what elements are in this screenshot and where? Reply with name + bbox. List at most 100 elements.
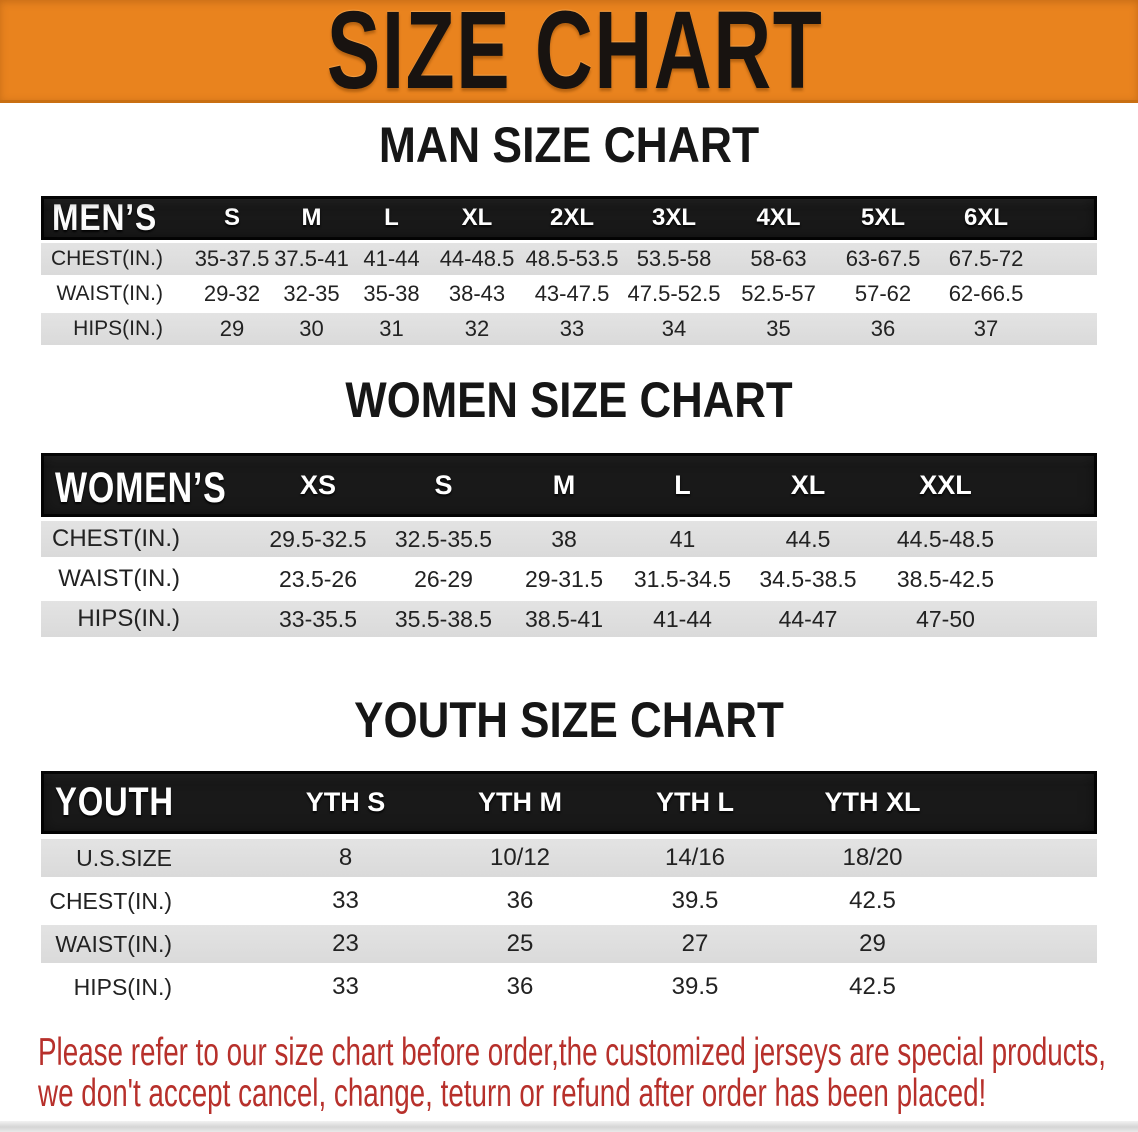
- size-value-cell: 41-44: [351, 243, 432, 275]
- size-value-cell: 47.5-52.5: [622, 278, 726, 310]
- size-value-cell: 27: [607, 925, 783, 963]
- size-value-cell: 53.5-58: [622, 243, 726, 275]
- banner-title: SIZE CHART: [326, 0, 824, 112]
- size-value-cell: 33-35.5: [254, 601, 382, 637]
- table-row: HIPS(IN.) 33-35.5 35.5-38.5 38.5-41 41-44 44-…: [41, 601, 1097, 637]
- table-row: CHEST(IN.) 35-37.5 37.5-41 41-44 44-48.5 48.5…: [41, 243, 1097, 275]
- size-value-cell: 26-29: [382, 561, 505, 597]
- size-value-cell: 35-38: [351, 278, 432, 310]
- size-value-cell: 67.5-72: [935, 243, 1097, 275]
- size-value-cell: 44-47: [742, 601, 874, 637]
- size-value-cell: 38-43: [432, 278, 522, 310]
- size-value-cell: 32.5-35.5: [382, 521, 505, 557]
- size-value-cell: 23.5-26: [254, 561, 382, 597]
- size-value-cell: 38: [505, 521, 623, 557]
- size-value-cell: 31.5-34.5: [623, 561, 742, 597]
- size-value-cell: 23: [258, 925, 433, 963]
- size-value-cell: 10/12: [433, 839, 607, 877]
- size-value-cell: 48.5-53.5: [522, 243, 622, 275]
- size-value-cell: 37: [935, 313, 1097, 345]
- size-value-cell: 44.5: [742, 521, 874, 557]
- size-column-header: 4XL: [726, 196, 831, 240]
- size-value-cell: 36: [831, 313, 935, 345]
- table-title-cell: YOUTH: [41, 771, 258, 834]
- women-size-table: WOMEN’S XS S M L XL XXL CHEST(IN.) 29.5-32.5 32.5…: [41, 449, 1097, 641]
- size-value-cell: 62-66.5: [935, 278, 1097, 310]
- table-title-cell: WOMEN’S: [41, 453, 254, 517]
- size-value-cell: 47-50: [874, 601, 1097, 637]
- row-label-cell: WAIST(IN.): [41, 278, 192, 310]
- size-value-cell: 38.5-42.5: [874, 561, 1097, 597]
- size-column-header: S: [382, 453, 505, 517]
- size-header-row: WOMEN’S XS S M L XL XXL: [41, 453, 1097, 517]
- size-value-cell: 35: [726, 313, 831, 345]
- size-column-header: XL: [742, 453, 874, 517]
- women-size-chart-heading: WOMEN SIZE CHART: [345, 372, 793, 428]
- size-value-cell: 25: [433, 925, 607, 963]
- table-title-label: WOMEN’S: [55, 463, 227, 512]
- size-value-cell: 57-62: [831, 278, 935, 310]
- size-value-cell: 42.5: [783, 968, 1097, 1006]
- size-value-cell: 37.5-41: [272, 243, 351, 275]
- table-row: WAIST(IN.) 23 25 27 29: [41, 925, 1097, 963]
- size-value-cell: 29.5-32.5: [254, 521, 382, 557]
- banner: SIZE CHART: [0, 0, 1138, 112]
- size-column-header: XL: [432, 196, 522, 240]
- row-label-cell: HIPS(IN.): [41, 968, 258, 1006]
- youth-size-chart-heading: YOUTH SIZE CHART: [354, 692, 784, 748]
- size-column-header: S: [192, 196, 272, 240]
- size-value-cell: 35-37.5: [192, 243, 272, 275]
- size-column-header: M: [505, 453, 623, 517]
- size-value-cell: 29: [783, 925, 1097, 963]
- size-header-row: MEN’S S M L XL 2XL 3XL 4XL 5XL 6XL: [41, 196, 1097, 240]
- row-label-cell: U.S.SIZE: [41, 839, 258, 877]
- table-row: HIPS(IN.) 33 36 39.5 42.5: [41, 968, 1097, 1006]
- youth-size-table: YOUTH YTH S YTH M YTH L YTH XL U.S.SIZE 8 10/12…: [41, 766, 1097, 1011]
- size-value-cell: 35.5-38.5: [382, 601, 505, 637]
- note-line-2: we don't accept cancel, change, teturn o…: [38, 1072, 987, 1115]
- size-value-cell: 36: [433, 968, 607, 1006]
- size-column-header: XXL: [874, 453, 1097, 517]
- row-label-cell: WAIST(IN.): [41, 561, 254, 597]
- table-row: CHEST(IN.) 33 36 39.5 42.5: [41, 882, 1097, 920]
- size-value-cell: 41-44: [623, 601, 742, 637]
- size-value-cell: 36: [433, 882, 607, 920]
- size-column-header: YTH M: [433, 771, 607, 834]
- size-value-cell: 38.5-41: [505, 601, 623, 637]
- note-line-1: Please refer to our size chart before or…: [38, 1031, 1107, 1074]
- size-value-cell: 14/16: [607, 839, 783, 877]
- size-column-header: YTH L: [607, 771, 783, 834]
- size-value-cell: 63-67.5: [831, 243, 935, 275]
- size-value-cell: 30: [272, 313, 351, 345]
- row-label-cell: WAIST(IN.): [41, 925, 258, 963]
- size-value-cell: 33: [258, 968, 433, 1006]
- size-value-cell: 39.5: [607, 968, 783, 1006]
- men-size-chart-heading: MAN SIZE CHART: [378, 117, 760, 173]
- size-value-cell: 44.5-48.5: [874, 521, 1097, 557]
- size-value-cell: 31: [351, 313, 432, 345]
- size-value-cell: 29: [192, 313, 272, 345]
- size-value-cell: 43-47.5: [522, 278, 622, 310]
- size-value-cell: 29-32: [192, 278, 272, 310]
- table-row: WAIST(IN.) 23.5-26 26-29 29-31.5 31.5-34.5 34…: [41, 561, 1097, 597]
- men-size-table: MEN’S S M L XL 2XL 3XL 4XL 5XL 6XL CHEST(IN.) 35-37…: [41, 193, 1097, 348]
- size-header-row: YOUTH YTH S YTH M YTH L YTH XL: [41, 771, 1097, 834]
- size-column-header: YTH XL: [783, 771, 1097, 834]
- table-row: U.S.SIZE 8 10/12 14/16 18/20: [41, 839, 1097, 877]
- size-value-cell: 42.5: [783, 882, 1097, 920]
- table-title-label: YOUTH: [55, 780, 174, 824]
- row-label-cell: CHEST(IN.): [41, 882, 258, 920]
- size-column-header: 2XL: [522, 196, 622, 240]
- size-value-cell: 34.5-38.5: [742, 561, 874, 597]
- table-row: HIPS(IN.) 29 30 31 32 33 34 35 36 37: [41, 313, 1097, 345]
- size-value-cell: 18/20: [783, 839, 1097, 877]
- size-column-header: M: [272, 196, 351, 240]
- size-value-cell: 32: [432, 313, 522, 345]
- bottom-strip: [0, 1121, 1138, 1132]
- size-value-cell: 58-63: [726, 243, 831, 275]
- size-column-header: 3XL: [622, 196, 726, 240]
- footer-note: Please refer to our size chart before or…: [38, 1031, 1107, 1115]
- row-label-cell: CHEST(IN.): [41, 243, 192, 275]
- size-value-cell: 41: [623, 521, 742, 557]
- size-column-header: 5XL: [831, 196, 935, 240]
